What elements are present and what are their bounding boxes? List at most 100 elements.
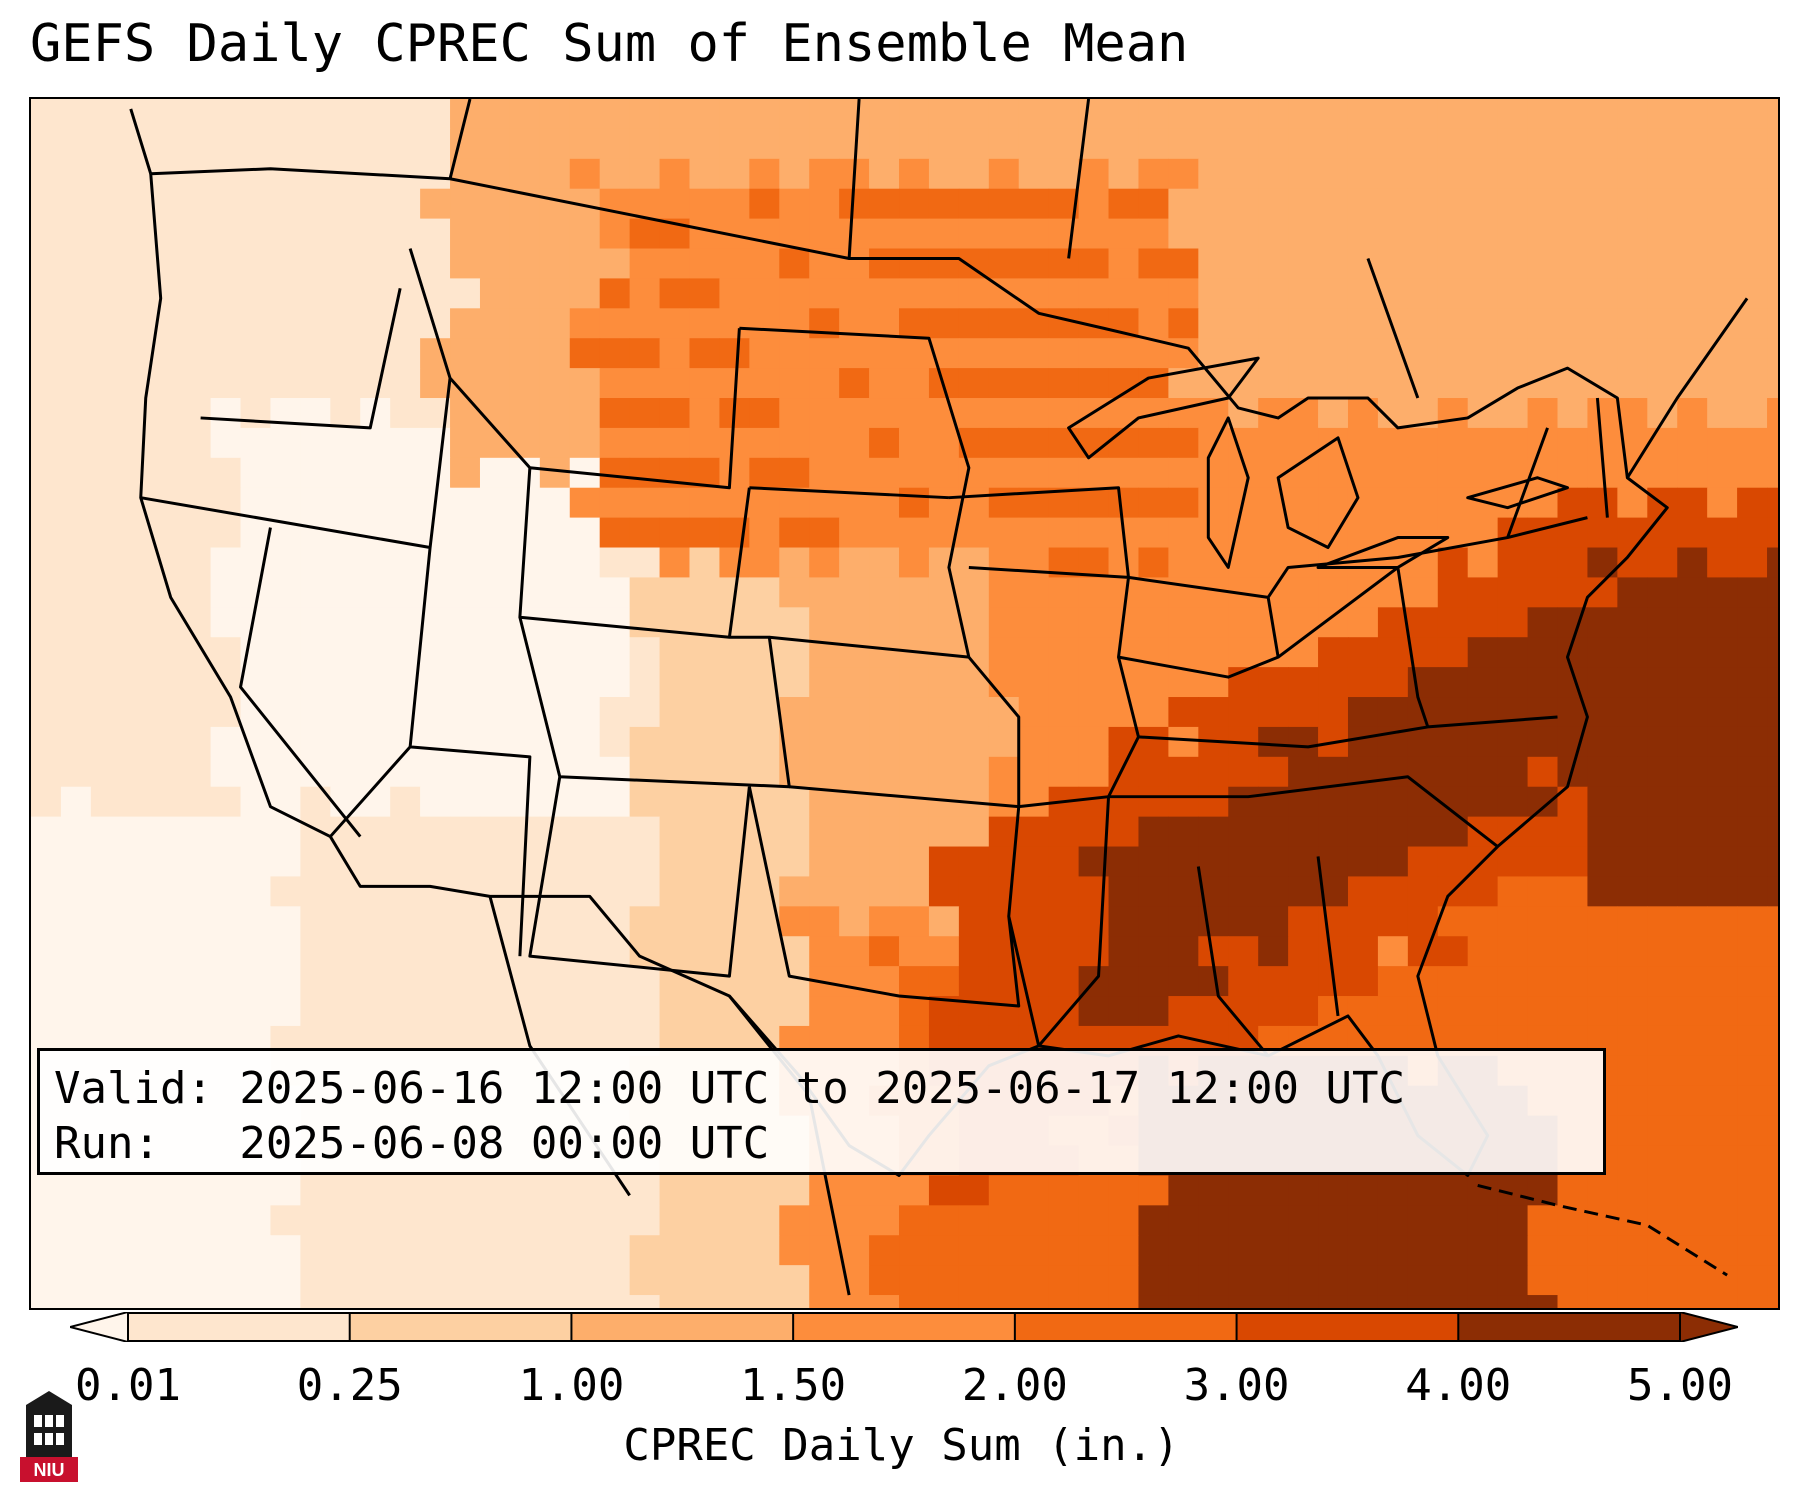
precip-cell xyxy=(1527,99,1559,130)
precip-cell xyxy=(1497,338,1529,369)
precip-cell xyxy=(390,398,421,429)
precip-cell xyxy=(1347,936,1379,967)
precip-cell xyxy=(1527,667,1559,698)
precip-cell xyxy=(1407,278,1439,309)
precip-cell xyxy=(1767,1175,1778,1206)
precip-cell xyxy=(210,726,242,758)
precip-cell xyxy=(1767,786,1778,818)
precip-cell xyxy=(1587,398,1618,429)
precip-cell xyxy=(1108,1175,1139,1206)
precip-cell xyxy=(1677,99,1708,130)
precip-cell xyxy=(1288,308,1319,339)
precip-cell xyxy=(240,338,271,369)
precip-cell xyxy=(180,637,212,668)
precip-cell xyxy=(749,547,780,578)
precip-cell xyxy=(1108,457,1139,489)
precip-cell xyxy=(1018,697,1050,728)
precip-cell xyxy=(1258,876,1289,907)
precip-cell xyxy=(60,457,92,489)
precip-cell xyxy=(988,308,1020,339)
precip-cell xyxy=(180,547,212,578)
precip-cell xyxy=(1587,1235,1618,1266)
precip-cell xyxy=(899,368,930,399)
precip-cell xyxy=(1767,1145,1778,1176)
precip-cell xyxy=(1138,547,1169,578)
precip-cell xyxy=(180,1295,212,1308)
precip-cell xyxy=(1587,966,1618,997)
precip-cell xyxy=(928,547,960,578)
precip-cell xyxy=(1138,996,1169,1027)
precip-cell xyxy=(539,1205,571,1236)
precip-cell xyxy=(1557,248,1588,279)
precip-cell xyxy=(1677,816,1708,848)
precip-cell xyxy=(869,1205,900,1236)
precip-cell xyxy=(270,607,301,638)
precip-cell xyxy=(31,128,62,160)
state-lines-east xyxy=(1037,397,1609,1057)
precip-cell xyxy=(1078,996,1110,1027)
precip-cell xyxy=(390,218,421,250)
precip-cell xyxy=(719,667,750,698)
precip-cell xyxy=(1617,1265,1648,1296)
precip-cell xyxy=(1347,906,1379,937)
precip-cell xyxy=(90,726,122,758)
precip-cell xyxy=(330,756,361,788)
precip-cell xyxy=(1467,158,1499,190)
precip-cell xyxy=(150,398,182,429)
precip-cell xyxy=(869,1235,900,1266)
precip-cell xyxy=(479,667,511,698)
precip-cell xyxy=(1377,487,1409,519)
precip-cell xyxy=(180,667,212,698)
precip-cell xyxy=(180,936,212,967)
precip-cell xyxy=(1647,607,1678,638)
precip-cell xyxy=(360,936,391,967)
precip-cell xyxy=(330,338,361,369)
precip-cell xyxy=(210,128,242,160)
precip-cell xyxy=(1048,517,1080,549)
precip-cell xyxy=(1437,128,1469,160)
precip-cell xyxy=(1767,158,1778,190)
precip-cell xyxy=(1318,99,1349,130)
precip-cell xyxy=(1288,726,1319,758)
precip-cell xyxy=(270,218,301,250)
precip-cell xyxy=(629,427,661,459)
precip-cell xyxy=(330,996,361,1027)
precip-cell xyxy=(1138,786,1169,818)
precip-cell xyxy=(1617,966,1648,997)
precip-cell xyxy=(120,547,152,578)
precip-cell xyxy=(1048,1235,1080,1266)
precip-cell xyxy=(539,248,571,279)
precip-cell xyxy=(958,876,990,907)
precip-cell xyxy=(1767,637,1778,668)
precip-cell xyxy=(659,517,690,549)
precip-cell xyxy=(1767,457,1778,489)
precip-cell xyxy=(1078,637,1110,668)
precip-cell xyxy=(150,368,182,399)
precip-cell xyxy=(1108,398,1139,429)
precip-cell xyxy=(420,906,451,937)
precip-cell xyxy=(180,577,212,608)
precip-cell xyxy=(899,218,930,250)
precip-cell xyxy=(869,517,900,549)
precip-cell xyxy=(1078,726,1110,758)
precip-cell xyxy=(330,577,361,608)
precip-cell xyxy=(31,846,62,877)
precip-cell xyxy=(599,427,631,459)
precip-cell xyxy=(210,816,242,848)
precip-cell xyxy=(928,607,960,638)
precip-cell xyxy=(1108,577,1139,608)
precip-cell xyxy=(839,637,870,668)
precip-cell xyxy=(1377,427,1409,459)
precip-cell xyxy=(1467,637,1499,668)
precip-cell xyxy=(210,398,242,429)
precip-cell xyxy=(928,846,960,877)
precip-cell xyxy=(1617,906,1648,937)
precip-cell xyxy=(1018,308,1050,339)
precip-cell xyxy=(31,398,62,429)
precip-cell xyxy=(360,128,391,160)
precip-cell xyxy=(300,966,331,997)
precip-cell xyxy=(150,1265,182,1296)
precip-cell xyxy=(300,786,331,818)
precip-cell xyxy=(869,248,900,279)
precip-cell xyxy=(1407,457,1439,489)
